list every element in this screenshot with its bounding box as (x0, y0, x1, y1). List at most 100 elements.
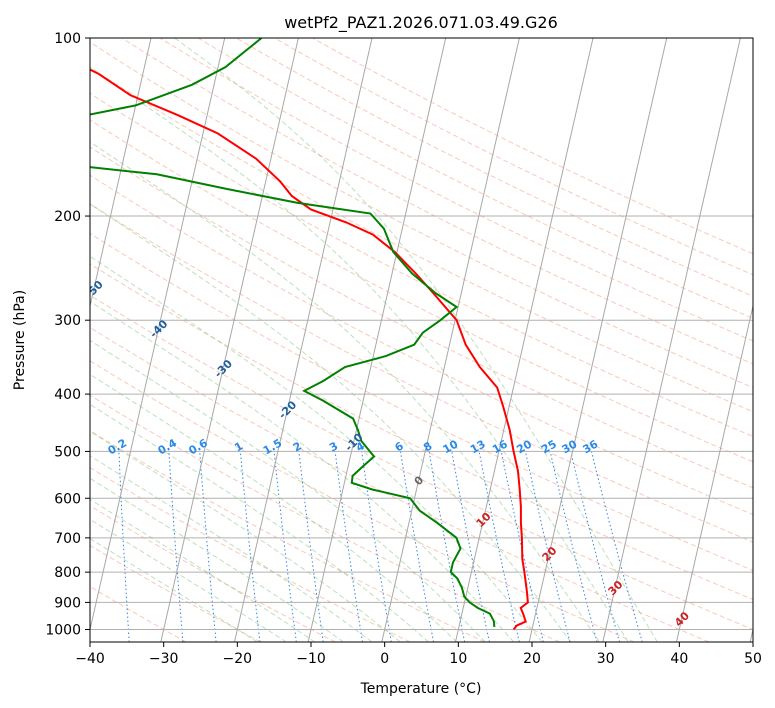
moist-adiabat-line (90, 373, 458, 642)
dry-adiabat-line (197, 38, 753, 319)
moist-adiabat-line (90, 339, 486, 642)
x-tick-label: 20 (523, 651, 541, 667)
mixing-ratio-line (273, 451, 297, 642)
moist-adiabat-line (90, 403, 429, 642)
dry-adiabat-line (235, 38, 753, 297)
dry-adiabat-line (90, 174, 753, 516)
x-axis-ticks: −40 −30 −20 −10 0 10 20 30 40 50 (75, 642, 762, 667)
mixing-ratio-line (591, 451, 643, 642)
mixing-ratio-label: 20 (514, 437, 534, 456)
mixing-ratio-label: 0.2 (106, 436, 129, 457)
y-tick-label: 1000 (45, 622, 81, 638)
isotherm-line (0, 38, 4, 642)
mixing-ratio-line (168, 451, 184, 642)
y-tick-label: 900 (54, 595, 81, 611)
mixing-ratio-line (298, 451, 324, 642)
mixing-ratio-labels: 0.1 0.2 0.4 0.6 1 1.5 2 3 4 6 8 10 13 16 20 25 30 36 (106, 436, 601, 457)
mixing-ratio-line (334, 451, 363, 642)
dewpoint-profile-line (90, 38, 496, 627)
isotherm-line (90, 38, 226, 632)
x-tick-label: 0 (380, 651, 389, 667)
dry-adiabat-line (90, 394, 560, 642)
moist-adiabat-line (90, 477, 344, 642)
mixing-ratio-line (549, 451, 598, 642)
isotherm-label: 30 (606, 578, 626, 598)
dry-adiabat-line (90, 232, 753, 571)
moist-adiabat-line (90, 455, 373, 642)
x-tick-label: 10 (449, 651, 467, 667)
mixing-ratio-label: 2 (291, 439, 304, 454)
x-tick-label: 40 (670, 651, 688, 667)
dry-adiabat-line (121, 38, 753, 365)
isotherm-label: -50 (83, 278, 106, 301)
y-tick-label: 200 (54, 209, 81, 225)
mixing-ratio-label: 0.4 (156, 436, 180, 457)
dry-adiabat-line (90, 146, 753, 489)
moist-adiabat-line (90, 518, 287, 642)
dry-adiabat-line (90, 505, 336, 642)
moist-adiabat-line (90, 141, 600, 642)
x-tick-label: −40 (75, 651, 105, 667)
y-tick-label: 600 (54, 491, 81, 507)
dry-adiabat-line (90, 119, 753, 463)
isotherm-label: -60 (19, 235, 42, 258)
mixing-ratio-line (478, 451, 520, 642)
isotherm-line (528, 38, 668, 642)
mixing-ratio-label: 6 (393, 439, 406, 454)
mixing-ratio-label: 13 (468, 437, 488, 456)
dry-adiabat-line (159, 38, 753, 342)
isobar-gridlines (90, 38, 753, 630)
isotherm-line (749, 627, 753, 642)
mixing-ratio-label: 3 (327, 439, 340, 454)
mixing-ratio-label: 25 (539, 437, 559, 456)
isotherm-label: -20 (276, 398, 299, 421)
isotherm-gridlines (0, 38, 753, 642)
isotherm-label: 40 (672, 609, 692, 629)
plot-area: -100-90-80-70-60-50-40-30-20-10010203040… (0, 38, 753, 642)
isotherm-label: -30 (212, 357, 235, 380)
isotherm-label: 20 (540, 544, 560, 564)
chart-title: wetPf2_PAZ1.2026.071.03.49.G26 (284, 13, 558, 33)
y-tick-label: 800 (54, 565, 81, 581)
y-axis-label: Pressure (hPa) (12, 290, 28, 390)
dry-adiabat-line (90, 294, 753, 631)
isotherm-line (454, 38, 594, 642)
x-axis-label: Temperature (°C) (360, 681, 482, 697)
x-tick-label: −30 (149, 651, 179, 667)
mixing-ratio-line (570, 451, 620, 642)
x-tick-label: 50 (744, 651, 762, 667)
isotherm-line (602, 38, 741, 642)
dry-adiabat-line (90, 585, 187, 642)
y-tick-label: 300 (54, 313, 81, 329)
mixing-ratio-label: 10 (441, 437, 461, 456)
temperature-profile-line (90, 68, 529, 631)
dry-adiabat-line (90, 360, 635, 642)
mixing-ratio-line (199, 451, 217, 642)
mixing-ratio-label: 8 (421, 439, 434, 454)
x-tick-label: 30 (597, 651, 615, 667)
dry-adiabat-line (90, 263, 753, 601)
moist-adiabat-line (90, 67, 629, 642)
isotherm-line (381, 38, 520, 642)
isotherm-line (160, 38, 299, 642)
y-tick-label: 500 (54, 444, 81, 460)
mixing-ratio-line (451, 451, 490, 642)
dry-adiabat-line (90, 430, 486, 642)
dry-adiabats (90, 38, 753, 642)
y-tick-label: 700 (54, 531, 81, 547)
mixing-ratio-lines (118, 451, 643, 642)
moist-adiabat-line (90, 203, 572, 642)
mixing-ratio-line (525, 451, 571, 642)
x-tick-label: −20 (223, 651, 253, 667)
dry-adiabat-line (90, 326, 710, 642)
dry-adiabat-line (90, 41, 753, 389)
isotherm-line (90, 38, 152, 309)
mixing-ratio-label: 30 (560, 437, 580, 456)
plot-frame (89, 37, 754, 643)
mixing-ratio-line (361, 451, 392, 642)
moist-adiabat-line (90, 430, 401, 642)
moist-adiabat-line (90, 498, 316, 642)
x-tick-label: −10 (296, 651, 326, 667)
y-tick-label: 400 (54, 387, 81, 403)
